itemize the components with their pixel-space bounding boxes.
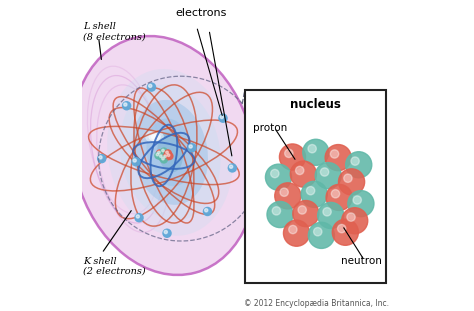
Circle shape [271,169,279,178]
Circle shape [289,225,297,234]
Circle shape [346,152,372,178]
Circle shape [147,83,155,91]
Circle shape [344,174,352,182]
Text: neutron: neutron [341,256,382,266]
Circle shape [347,213,355,221]
Text: L shell
(8 electrons): L shell (8 electrons) [83,22,146,41]
Circle shape [163,154,170,160]
Circle shape [351,157,359,165]
Circle shape [323,208,331,216]
Circle shape [309,222,335,248]
Circle shape [160,155,162,157]
Circle shape [267,202,293,228]
Circle shape [275,183,301,209]
Circle shape [279,144,306,170]
Circle shape [290,161,317,187]
Circle shape [220,115,223,118]
Circle shape [132,158,140,166]
Ellipse shape [157,132,183,172]
Text: proton: proton [253,123,287,132]
Circle shape [161,156,167,163]
Circle shape [158,154,165,160]
Circle shape [156,153,159,156]
Circle shape [166,151,168,154]
Ellipse shape [151,134,158,140]
Circle shape [298,206,306,214]
Circle shape [162,149,164,152]
Circle shape [320,168,329,176]
Ellipse shape [146,118,194,186]
Circle shape [124,103,127,106]
Ellipse shape [148,132,161,141]
Ellipse shape [107,69,233,236]
Circle shape [280,188,288,196]
Circle shape [318,202,344,229]
Circle shape [265,164,292,190]
Circle shape [285,149,293,157]
Circle shape [293,201,319,227]
Ellipse shape [71,36,256,275]
Circle shape [167,154,170,156]
Circle shape [188,144,196,152]
Circle shape [166,153,173,160]
Circle shape [348,191,374,217]
Ellipse shape [120,85,220,220]
Circle shape [338,169,365,195]
Circle shape [330,150,339,158]
Circle shape [229,165,233,168]
Circle shape [162,157,164,160]
Circle shape [164,150,172,157]
Circle shape [283,220,310,246]
Ellipse shape [71,36,256,275]
Circle shape [155,152,162,159]
Circle shape [353,196,361,204]
Text: K shell
(2 electrons): K shell (2 electrons) [83,257,146,276]
Circle shape [342,208,368,234]
Circle shape [308,145,316,153]
Circle shape [326,184,352,211]
Circle shape [164,155,166,157]
Circle shape [189,145,192,148]
Ellipse shape [71,36,256,275]
Circle shape [295,166,304,174]
Circle shape [205,209,208,212]
Circle shape [158,151,160,154]
Circle shape [156,150,163,157]
Circle shape [301,181,328,207]
Circle shape [331,190,340,198]
Circle shape [98,155,106,163]
Circle shape [325,145,351,171]
Circle shape [135,214,143,222]
Circle shape [136,215,139,218]
Circle shape [332,219,358,245]
Circle shape [149,84,152,87]
Circle shape [228,164,237,172]
Circle shape [161,148,167,155]
Text: © 2012 Encyclopædia Britannica, Inc.: © 2012 Encyclopædia Britannica, Inc. [245,299,389,308]
Circle shape [219,114,227,122]
Circle shape [337,225,346,233]
Text: nucleus: nucleus [290,98,341,111]
Ellipse shape [145,130,164,143]
Text: electrons: electrons [175,8,227,18]
Bar [245,90,386,283]
Circle shape [303,139,329,165]
Circle shape [203,207,211,216]
Circle shape [133,159,137,162]
Circle shape [163,229,171,237]
Circle shape [314,228,322,236]
Circle shape [306,187,315,195]
Circle shape [272,207,281,215]
Ellipse shape [132,100,208,205]
Circle shape [315,163,341,189]
Circle shape [99,156,102,159]
Circle shape [164,230,167,234]
Circle shape [123,102,131,110]
